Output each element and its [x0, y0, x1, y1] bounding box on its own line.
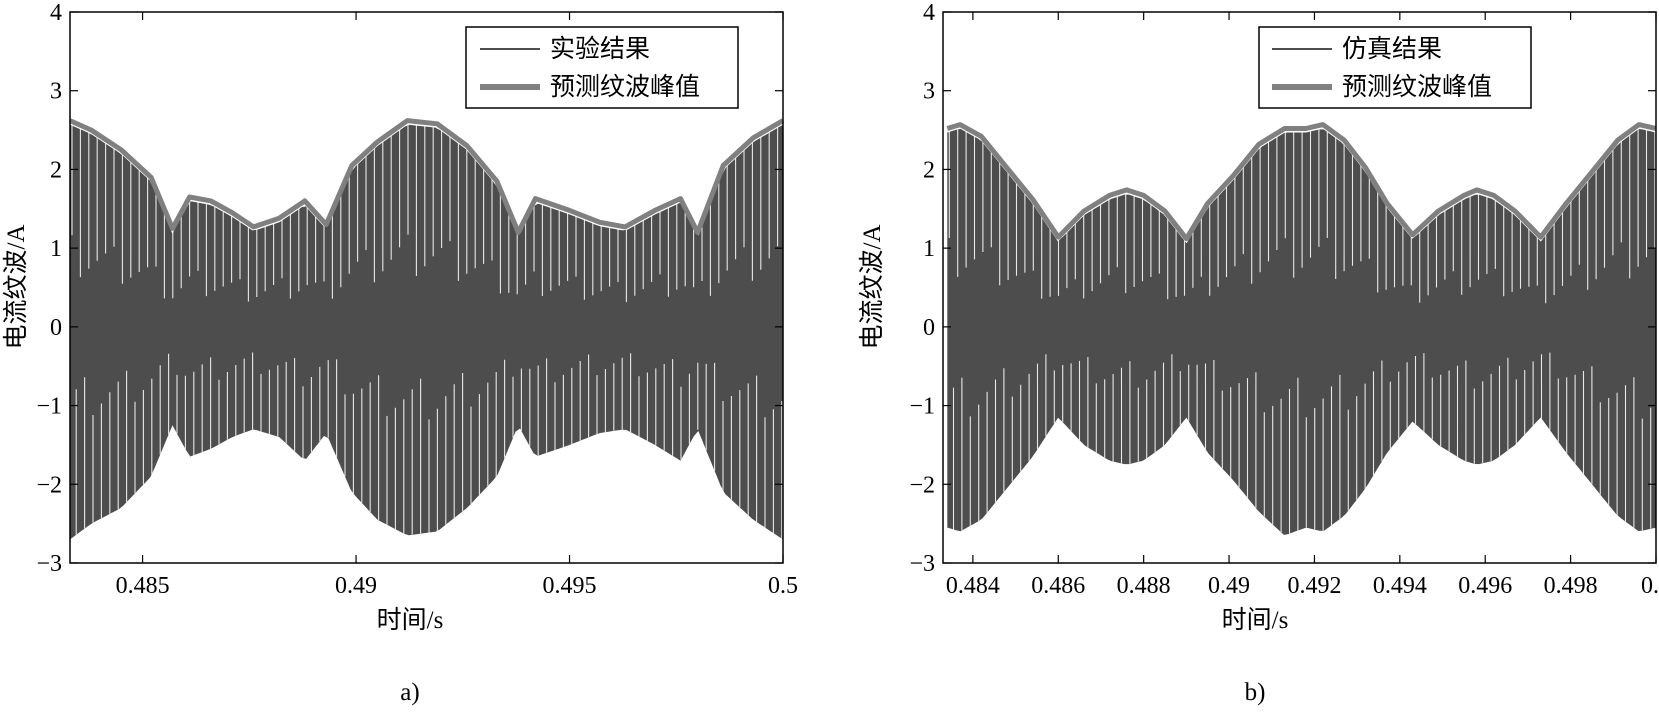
legend-box-b — [1258, 26, 1532, 109]
x-tick-label-b-2: 0.488 — [1117, 573, 1171, 599]
ripple-streak-path-a — [71, 122, 783, 539]
y-tick-label-b-0: −3 — [909, 551, 935, 577]
y-tick-label-b-6: 3 — [923, 79, 935, 105]
y-tick-label-a-2: −1 — [36, 394, 62, 420]
legend-label-b-0: 仿真结果 — [1342, 35, 1442, 63]
legend-label-a-1: 预测纹波峰值 — [550, 73, 700, 101]
legend-a: 实验结果 预测纹波峰值 — [465, 26, 739, 109]
y-axis-label-b: 电流纹波/A — [858, 224, 886, 349]
tick-labels-b: 0.484 0.486 0.488 0.49 0.492 0.494 0.496 0.498 0… — [909, 0, 1659, 599]
x-tick-label-a-3: 0.5 — [768, 573, 798, 599]
ripple-streaks-a — [71, 122, 783, 539]
x-tick-label-b-0: 0.484 — [946, 573, 1000, 599]
y-tick-label-a-1: −2 — [36, 472, 62, 498]
ripple-streaks-b — [948, 126, 1656, 534]
x-tick-label-a-2: 0.495 — [543, 573, 597, 599]
x-tick-label-b-7: 0.498 — [1544, 573, 1598, 599]
tick-marks-a — [70, 11, 784, 564]
y-tick-label-a-5: 2 — [50, 157, 62, 183]
x-axis-label-a: 时间/s — [377, 606, 444, 634]
chart-panel-a: 0.485 0.49 0.495 0.5 −3 −2 −1 0 1 2 3 4 时间/s 电流纹波/A… — [2, 0, 798, 706]
predicted-peak-line-b — [946, 122, 1657, 242]
y-tick-label-a-6: 3 — [50, 79, 62, 105]
legend-label-b-1: 预测纹波峰值 — [1342, 73, 1492, 101]
x-tick-label-b-3: 0.49 — [1208, 573, 1250, 599]
y-tick-label-b-1: −2 — [909, 472, 935, 498]
chart-panel-b: 0.484 0.486 0.488 0.49 0.492 0.494 0.496 0.498 0… — [858, 0, 1659, 706]
panel-label-b: b) — [1245, 679, 1266, 706]
x-tick-label-b-4: 0.492 — [1287, 573, 1341, 599]
ripple-streak-path-b — [948, 126, 1656, 534]
x-tick-label-b-6: 0.496 — [1458, 573, 1512, 599]
predicted-peak-line-a — [68, 118, 785, 235]
x-tick-label-b-5: 0.494 — [1373, 573, 1427, 599]
ripple-band-a — [70, 122, 783, 540]
plot-area-a — [68, 118, 785, 540]
y-tick-label-b-4: 1 — [923, 236, 935, 262]
legend-b: 仿真结果 预测纹波峰值 — [1258, 26, 1532, 109]
y-tick-label-b-7: 4 — [923, 0, 935, 26]
x-tick-label-b-1: 0.486 — [1031, 573, 1085, 599]
y-tick-label-b-5: 2 — [923, 157, 935, 183]
y-tick-label-a-4: 1 — [50, 236, 62, 262]
y-axis-label-a: 电流纹波/A — [2, 224, 30, 349]
x-tick-label-b-8: 0.5 — [1641, 573, 1659, 599]
plot-area-b — [946, 122, 1657, 535]
tick-marks-b — [943, 11, 1657, 564]
y-tick-label-b-2: −1 — [909, 394, 935, 420]
legend-label-a-0: 实验结果 — [550, 35, 650, 63]
y-tick-label-b-3: 0 — [923, 315, 935, 341]
x-tick-label-a-1: 0.49 — [335, 573, 377, 599]
x-tick-label-a-0: 0.485 — [116, 573, 170, 599]
y-tick-label-a-3: 0 — [50, 315, 62, 341]
x-axis-label-b: 时间/s — [1222, 606, 1289, 634]
y-tick-label-a-7: 4 — [50, 0, 62, 26]
legend-box-a — [465, 26, 739, 109]
tick-labels-a: 0.485 0.49 0.495 0.5 −3 −2 −1 0 1 2 3 4 — [36, 0, 798, 599]
plot-frame-b — [942, 11, 1657, 564]
y-tick-label-a-0: −3 — [36, 551, 62, 577]
plot-frame-a — [69, 11, 784, 564]
panel-label-a: a) — [400, 679, 419, 706]
